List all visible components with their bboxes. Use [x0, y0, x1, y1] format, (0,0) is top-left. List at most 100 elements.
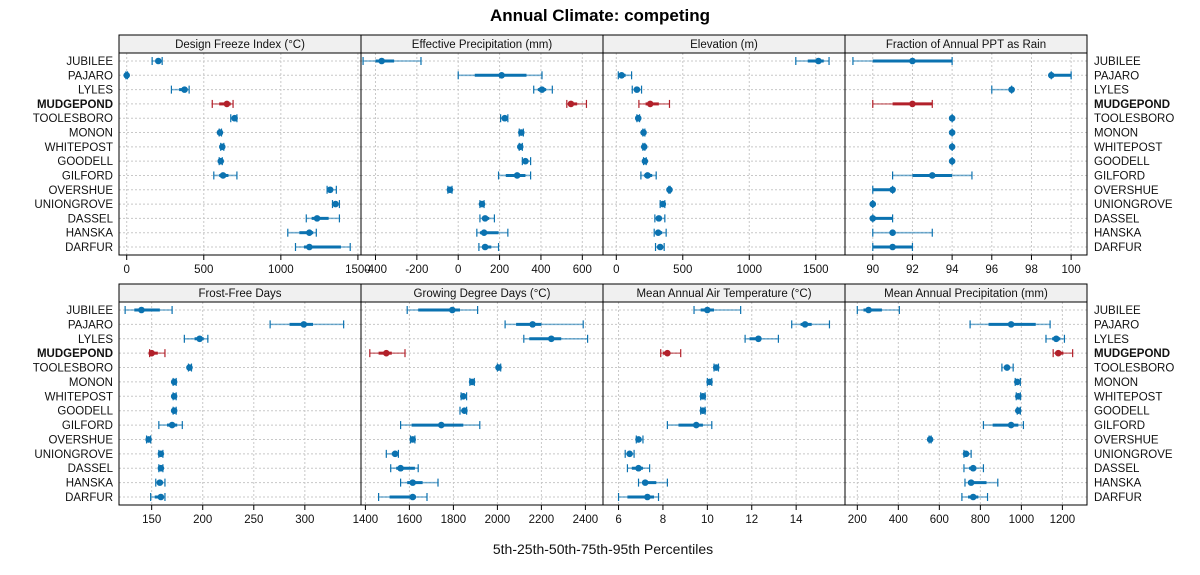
median-point: [517, 129, 525, 136]
x-axis-label: 5th-25th-50th-75th-95th Percentiles: [493, 541, 713, 557]
percentile-mark: [155, 478, 166, 487]
median-point: [641, 157, 649, 165]
x-tick-label: 90: [866, 264, 879, 276]
median-point: [498, 72, 505, 79]
location-label: MONON: [69, 128, 113, 140]
median-point: [633, 86, 641, 93]
median-point: [397, 464, 404, 472]
x-tick-label: 1500: [803, 264, 829, 276]
percentile-mark: [624, 449, 635, 458]
median-point: [654, 229, 662, 236]
median-point: [1054, 349, 1062, 357]
percentile-mark: [660, 349, 682, 358]
percentile-mark: [869, 214, 894, 223]
panel-frame: [360, 52, 604, 256]
percentile-mark: [699, 406, 707, 415]
percentile-mark: [406, 306, 479, 314]
x-tick-label: 1400: [353, 514, 379, 526]
location-label: GOODELL: [57, 156, 113, 168]
x-tick-label: 1000: [268, 264, 294, 276]
percentile-mark: [964, 478, 999, 487]
median-point: [1003, 364, 1011, 371]
location-label: DASSEL: [68, 463, 114, 475]
panel-title: Effective Precipitation (mm): [412, 39, 553, 51]
percentile-mark: [123, 71, 131, 80]
percentile-mark: [186, 363, 193, 372]
percentile-mark: [495, 363, 502, 372]
x-tick-label: 100: [1062, 264, 1081, 276]
median-point: [948, 129, 956, 136]
percentile-mark: [634, 114, 642, 123]
median-point: [626, 450, 633, 458]
x-tick-label: 2000: [485, 514, 511, 526]
median-point: [216, 129, 224, 136]
percentile-mark: [287, 228, 317, 237]
x-tick-label: 1500: [345, 264, 371, 276]
median-point: [170, 393, 178, 400]
percentile-mark: [517, 128, 525, 137]
median-point: [501, 114, 509, 122]
percentile-mark: [654, 214, 666, 223]
location-label: HANSKA: [66, 478, 114, 490]
percentile-mark: [230, 114, 238, 123]
median-point: [391, 450, 399, 458]
x-tick-label: 12: [745, 514, 758, 526]
percentile-mark: [148, 349, 166, 358]
percentile-mark: [1045, 334, 1066, 343]
location-label: JUBILEE: [1094, 56, 1141, 68]
location-label: JUBILEE: [1094, 305, 1141, 317]
percentile-mark: [145, 435, 152, 444]
panel-title: Mean Annual Air Temperature (°C): [636, 288, 811, 300]
percentile-mark: [640, 128, 647, 137]
median-point: [962, 450, 970, 458]
x-tick-label: 500: [673, 264, 692, 276]
median-point: [495, 364, 502, 371]
panel-frame: [118, 301, 362, 506]
median-point: [217, 157, 225, 165]
percentile-mark: [1047, 71, 1072, 80]
location-label: OVERSHUE: [1094, 434, 1159, 446]
median-point: [865, 306, 872, 314]
panel-title: Mean Annual Precipitation (mm): [884, 288, 1048, 300]
median-point: [889, 243, 896, 251]
median-point: [567, 100, 575, 108]
percentile-mark: [948, 157, 956, 166]
median-point: [138, 306, 145, 314]
median-point: [869, 200, 877, 208]
x-tick-label: 600: [573, 264, 592, 276]
median-point: [1007, 321, 1015, 328]
median-point: [969, 493, 977, 501]
location-label: OVERSHUE: [48, 185, 113, 197]
panel-title: Design Freeze Index (°C): [175, 39, 305, 51]
median-point: [635, 464, 642, 472]
percentile-mark: [479, 214, 496, 223]
median-point: [635, 436, 642, 443]
median-point: [231, 114, 238, 122]
location-label: DASSEL: [1094, 463, 1140, 475]
x-tick-label: 1800: [441, 514, 467, 526]
panel: Fraction of Annual PPT as Rain 90 92 94 96 98…: [844, 34, 1174, 276]
location-label: MONON: [1094, 377, 1138, 389]
percentile-mark: [1014, 392, 1022, 401]
percentile-mark: [991, 85, 1015, 94]
median-point: [699, 407, 707, 414]
percentile-mark: [744, 334, 779, 343]
median-point: [446, 186, 454, 194]
percentile-mark: [626, 464, 651, 473]
panel: Design Freeze Index (°C) 0 500 1000 1500 JUBI…: [33, 34, 371, 276]
median-point: [889, 229, 896, 236]
percentile-mark: [617, 71, 633, 80]
x-tick-label: 0: [613, 264, 619, 276]
location-label: WHITEPOST: [45, 142, 113, 154]
median-point: [644, 172, 651, 179]
median-point: [1013, 378, 1021, 386]
x-tick-label: 94: [946, 264, 959, 276]
percentile-mark: [659, 200, 667, 209]
percentile-mark: [637, 478, 668, 487]
median-point: [460, 393, 467, 400]
percentile-mark: [409, 435, 417, 444]
location-label: MUDGEPOND: [1094, 99, 1170, 111]
location-label: PAJARO: [1094, 319, 1139, 331]
median-point: [704, 306, 711, 314]
